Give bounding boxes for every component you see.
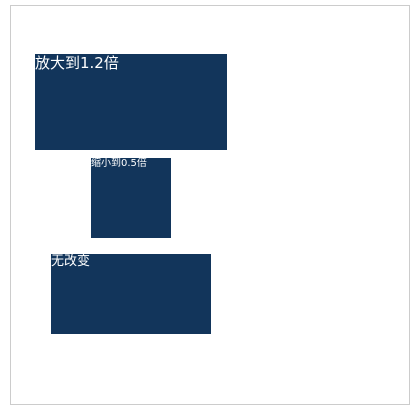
scaled-down-box: 缩小到0.5倍 [91,158,171,238]
unchanged-box: 无改变 [51,254,211,334]
scaled-up-label: 放大到1.2倍 [35,54,119,72]
unchanged-label: 无改变 [51,254,90,269]
demo-frame: 放大到1.2倍 缩小到0.5倍 无改变 [10,5,410,405]
scaled-up-box: 放大到1.2倍 [35,54,227,150]
scaled-down-label: 缩小到0.5倍 [91,158,147,169]
